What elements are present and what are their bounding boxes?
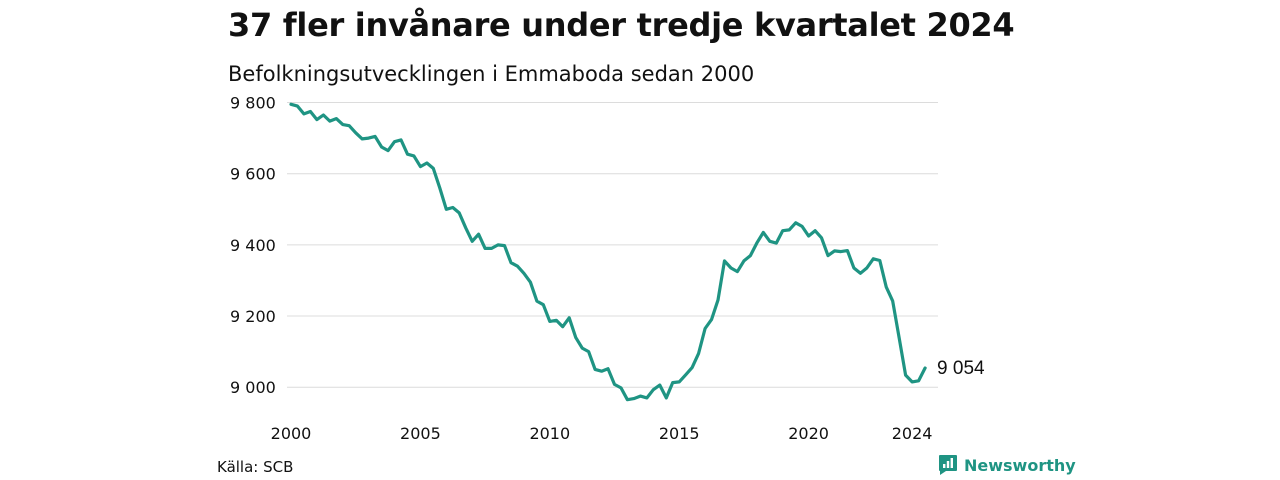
brand-name: Newsworthy (964, 455, 1076, 475)
gridlines (287, 102, 938, 388)
x-tick-label: 2015 (659, 424, 700, 443)
y-axis-ticks: 9 000 9 200 9 400 9 600 9 800 (230, 94, 276, 398)
y-tick-label: 9 400 (230, 236, 276, 255)
x-tick-label: 2005 (400, 424, 441, 443)
y-tick-label: 9 800 (230, 94, 276, 113)
chart-subtitle: Befolkningsutvecklingen i Emmaboda sedan… (228, 62, 755, 86)
x-tick-label: 2000 (271, 424, 312, 443)
x-tick-label: 2010 (529, 424, 570, 443)
last-value-label: 9 054 (937, 358, 985, 379)
x-axis-ticks: 2000 2005 2010 2015 2020 2024 (271, 424, 933, 443)
y-tick-label: 9 600 (230, 165, 276, 184)
y-tick-label: 9 200 (230, 307, 276, 326)
x-tick-label: 2024 (892, 424, 933, 443)
x-tick-label: 2020 (788, 424, 829, 443)
newsworthy-logo-icon (939, 455, 957, 475)
chart-title: 37 fler invånare under tredje kvartalet … (228, 6, 1015, 44)
y-tick-label: 9 000 (230, 378, 276, 397)
source-label: Källa: SCB (217, 458, 294, 476)
series-line-population (289, 102, 927, 402)
brand-logo: Newsworthy (938, 454, 1076, 476)
